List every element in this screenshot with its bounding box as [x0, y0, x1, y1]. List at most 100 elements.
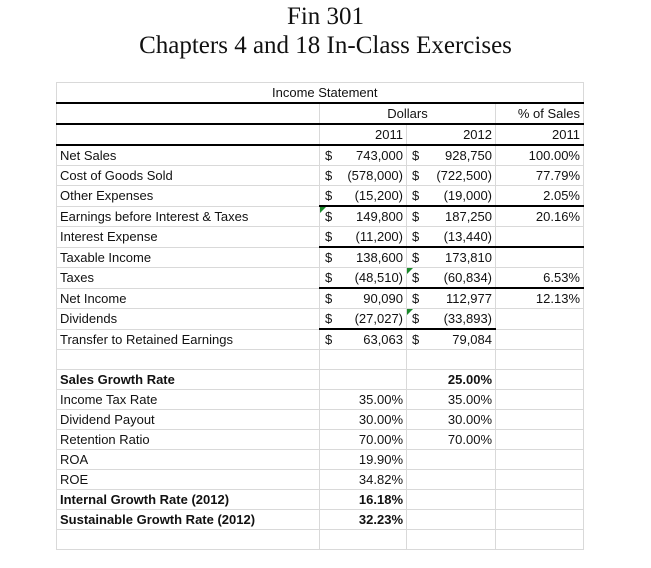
- empty-cell[interactable]: [495, 469, 584, 490]
- value-2012-cell[interactable]: $ (19,000): [406, 185, 496, 207]
- value-2012: (13,440): [443, 229, 492, 244]
- pct-of-sales-cell[interactable]: [495, 226, 584, 248]
- value-2012-cell[interactable]: $79,084: [406, 328, 496, 350]
- ratio-value-2012[interactable]: [406, 489, 496, 510]
- ratio-label[interactable]: Sustainable Growth Rate (2012): [56, 509, 320, 530]
- empty-cell[interactable]: [56, 102, 320, 125]
- row-label[interactable]: Dividends: [56, 308, 320, 330]
- value-2012-cell[interactable]: $112,977: [406, 287, 496, 309]
- ratio-value-2011[interactable]: 70.00%: [319, 429, 407, 450]
- value-2011-cell[interactable]: $743,000: [319, 144, 407, 166]
- value-2012-cell[interactable]: $ (33,893): [406, 308, 496, 330]
- ratio-row: ROA 19.90%: [56, 449, 584, 470]
- ratio-value-2011[interactable]: 32.23%: [319, 509, 407, 530]
- pct-of-sales-cell[interactable]: 2.05%: [495, 185, 584, 207]
- value-2012-cell[interactable]: $173,810: [406, 246, 496, 268]
- ratio-value-2012[interactable]: [406, 449, 496, 470]
- table-title-cell[interactable]: Income Statement: [56, 82, 584, 104]
- row-label[interactable]: Net Sales: [56, 144, 320, 166]
- empty-cell[interactable]: [56, 349, 320, 370]
- value-2011-cell[interactable]: $ (11,200): [319, 226, 407, 248]
- ratio-value-2012[interactable]: [406, 469, 496, 490]
- pct-of-sales-cell[interactable]: 12.13%: [495, 287, 584, 309]
- ratio-value-2011[interactable]: [319, 369, 407, 390]
- ratio-value-2011[interactable]: 34.82%: [319, 469, 407, 490]
- value-2011-cell[interactable]: $149,800: [319, 205, 407, 227]
- row-label[interactable]: Transfer to Retained Earnings: [56, 328, 320, 350]
- pct-year-header-2011[interactable]: 2011: [495, 123, 584, 146]
- value-2011-cell[interactable]: $ (15,200): [319, 185, 407, 207]
- year-header-2011[interactable]: 2011: [319, 123, 407, 146]
- ratio-value-2011[interactable]: 19.90%: [319, 449, 407, 470]
- pct-of-sales-cell[interactable]: 6.53%: [495, 267, 584, 289]
- course-title: Fin 301: [286, 3, 365, 30]
- currency-symbol: $: [412, 209, 420, 224]
- value-2012-cell[interactable]: $ (722,500): [406, 165, 496, 186]
- currency-symbol: $: [412, 332, 420, 347]
- row-label[interactable]: Other Expenses: [56, 185, 320, 207]
- pct-of-sales-cell[interactable]: 77.79%: [495, 165, 584, 186]
- value-2012-cell[interactable]: $187,250: [406, 205, 496, 227]
- table-title: Income Statement: [272, 85, 378, 100]
- ratio-label[interactable]: Dividend Payout: [56, 409, 320, 430]
- dollars-header[interactable]: Dollars: [319, 102, 496, 125]
- table-row: Interest Expense $ (11,200) $ (13,440): [56, 226, 584, 248]
- empty-cell[interactable]: [495, 369, 584, 390]
- value-2012-cell[interactable]: $928,750: [406, 144, 496, 166]
- empty-cell[interactable]: [495, 349, 584, 370]
- empty-cell[interactable]: [495, 429, 584, 450]
- ratio-label[interactable]: Internal Growth Rate (2012): [56, 489, 320, 510]
- empty-cell[interactable]: [495, 509, 584, 530]
- pct-of-sales-cell[interactable]: [495, 328, 584, 350]
- empty-cell[interactable]: [495, 529, 584, 550]
- ratio-label[interactable]: ROA: [56, 449, 320, 470]
- ratio-value-2012[interactable]: 70.00%: [406, 429, 496, 450]
- ratio-value-2012[interactable]: [406, 509, 496, 530]
- value-2012: (19,000): [443, 188, 492, 203]
- empty-cell[interactable]: [56, 529, 320, 550]
- value-2011-cell[interactable]: $ (27,027): [319, 308, 407, 330]
- ratio-label[interactable]: Retention Ratio: [56, 429, 320, 450]
- row-label[interactable]: Net Income: [56, 287, 320, 309]
- ratio-label[interactable]: ROE: [56, 469, 320, 490]
- ratio-value-2011[interactable]: 35.00%: [319, 389, 407, 410]
- ratio-row: Retention Ratio 70.00% 70.00%: [56, 429, 584, 450]
- currency-symbol: $: [325, 270, 333, 285]
- ratio-value-2012[interactable]: 35.00%: [406, 389, 496, 410]
- ratio-value-2012[interactable]: 30.00%: [406, 409, 496, 430]
- ratio-label[interactable]: Sales Growth Rate: [56, 369, 320, 390]
- empty-cell[interactable]: [406, 529, 496, 550]
- value-2012: 928,750: [445, 148, 492, 163]
- value-2011-cell[interactable]: $138,600: [319, 246, 407, 268]
- ratio-value-2011[interactable]: 30.00%: [319, 409, 407, 430]
- empty-cell[interactable]: [495, 409, 584, 430]
- pct-of-sales-header[interactable]: % of Sales: [495, 102, 584, 125]
- empty-cell[interactable]: [319, 529, 407, 550]
- empty-cell[interactable]: [495, 389, 584, 410]
- value-2011-cell[interactable]: $ (48,510): [319, 267, 407, 289]
- row-label[interactable]: Cost of Goods Sold: [56, 165, 320, 186]
- row-label[interactable]: Earnings before Interest & Taxes: [56, 205, 320, 227]
- empty-cell[interactable]: [495, 489, 584, 510]
- pct-of-sales-cell[interactable]: [495, 308, 584, 330]
- empty-cell[interactable]: [319, 349, 407, 370]
- value-2011-cell[interactable]: $63,063: [319, 328, 407, 350]
- pct-of-sales-cell[interactable]: 100.00%: [495, 144, 584, 166]
- value-2011-cell[interactable]: $90,090: [319, 287, 407, 309]
- empty-cell[interactable]: [56, 123, 320, 146]
- value-2011-cell[interactable]: $ (578,000): [319, 165, 407, 186]
- value-2012-cell[interactable]: $ (60,834): [406, 267, 496, 289]
- value-2011: 149,800: [356, 209, 403, 224]
- year-header-2012[interactable]: 2012: [406, 123, 496, 146]
- value-2012-cell[interactable]: $ (13,440): [406, 226, 496, 248]
- pct-of-sales-cell[interactable]: 20.16%: [495, 205, 584, 227]
- empty-cell[interactable]: [406, 349, 496, 370]
- row-label[interactable]: Taxable Income: [56, 246, 320, 268]
- pct-of-sales-cell[interactable]: [495, 246, 584, 268]
- row-label[interactable]: Taxes: [56, 267, 320, 289]
- row-label[interactable]: Interest Expense: [56, 226, 320, 248]
- ratio-label[interactable]: Income Tax Rate: [56, 389, 320, 410]
- ratio-value-2012[interactable]: 25.00%: [406, 369, 496, 390]
- ratio-value-2011[interactable]: 16.18%: [319, 489, 407, 510]
- empty-cell[interactable]: [495, 449, 584, 470]
